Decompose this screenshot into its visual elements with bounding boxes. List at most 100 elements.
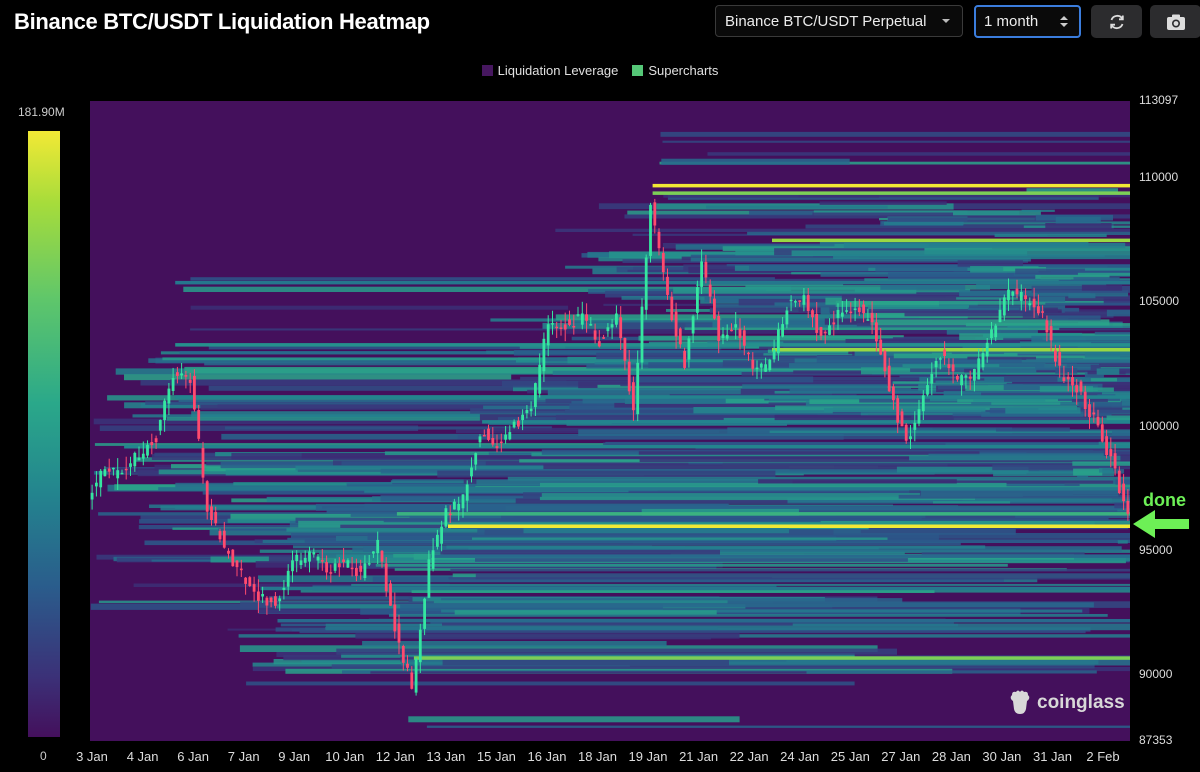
price-candle (623, 337, 627, 371)
price-candle (491, 427, 495, 447)
heatmap-band (854, 289, 971, 293)
heatmap-band (1117, 509, 1128, 512)
price-candle (1100, 416, 1104, 443)
heatmap-band (1047, 315, 1101, 321)
price-candle (167, 383, 171, 415)
price-candle (1079, 379, 1083, 396)
price-candle (777, 322, 780, 361)
price-candle (730, 323, 733, 332)
price-candle (683, 347, 686, 370)
price-candle (201, 441, 205, 484)
x-tick-label: 21 Jan (679, 749, 719, 764)
price-candle (1007, 278, 1010, 311)
range-select[interactable]: 1 month (974, 5, 1081, 38)
price-candle (150, 433, 154, 455)
heatmap-band (639, 456, 1130, 462)
price-candle (909, 425, 912, 449)
x-tick-label: 13 Jan (426, 749, 466, 764)
price-candle (649, 202, 652, 263)
heatmap-band (93, 418, 772, 425)
price-candle (197, 404, 201, 442)
price-candle (218, 528, 222, 543)
price-candle (137, 446, 141, 461)
price-candle (342, 548, 345, 568)
price-candle (947, 358, 951, 375)
heatmap-band (982, 367, 1037, 374)
price-candle (538, 353, 542, 398)
price-candle (828, 318, 831, 336)
heatmap-band (791, 250, 1028, 256)
price-candle (350, 557, 354, 577)
price-candle (653, 198, 657, 234)
price-candle (602, 334, 605, 339)
legend-item-supercharts[interactable]: Supercharts (632, 63, 718, 78)
refresh-button[interactable] (1091, 5, 1142, 38)
price-candle (870, 301, 874, 335)
heatmap-band (843, 242, 1126, 249)
heatmap-band (706, 205, 888, 209)
chart-legend: Liquidation Leverage Supercharts (0, 63, 1200, 78)
price-candle (1096, 409, 1100, 428)
price-candle (363, 555, 367, 581)
heatmap-band (1120, 454, 1130, 462)
price-candle (99, 469, 103, 497)
price-candle (112, 467, 115, 476)
price-candle (973, 368, 976, 392)
heatmap-band (992, 464, 1112, 471)
heatmap-band (543, 464, 1130, 470)
price-candle (431, 538, 435, 572)
screenshot-button[interactable] (1150, 5, 1200, 38)
heatmap-band (457, 434, 1130, 440)
price-candle (478, 434, 482, 448)
heatmap-band (1115, 479, 1130, 485)
heatmap-band (408, 716, 740, 723)
price-candle (691, 314, 695, 343)
heatmap-band (124, 374, 512, 381)
x-tick-label: 7 Jan (227, 749, 260, 764)
price-candle (738, 318, 742, 350)
price-candle (849, 302, 853, 323)
price-candle (921, 390, 925, 420)
liquidation-level (175, 280, 1130, 285)
legend-item-liquidation-leverage[interactable]: Liquidation Leverage (481, 63, 618, 78)
price-candle (917, 399, 921, 427)
heatmap-band (1122, 407, 1130, 410)
x-tick-label: 22 Jan (729, 749, 769, 764)
price-candle (171, 367, 175, 396)
liquidation-level (175, 343, 1130, 347)
pair-select[interactable]: Binance BTC/USDT Perpetual (715, 5, 963, 37)
price-candle (1126, 489, 1130, 521)
x-tick-label: 10 Jan (325, 749, 365, 764)
heatmap-band (888, 217, 1098, 223)
price-candle (359, 559, 363, 580)
heatmap-band (426, 725, 1130, 728)
price-candle (721, 327, 725, 345)
heatmap-band (468, 546, 879, 550)
price-candle (696, 280, 699, 320)
heatmap-band (833, 254, 1130, 260)
price-candle (346, 558, 350, 568)
x-tick-label: 16 Jan (527, 749, 567, 764)
price-candle (1083, 385, 1087, 417)
heatmap-band (892, 337, 976, 340)
price-candle (896, 395, 900, 434)
price-candle (606, 323, 610, 337)
heatmap-band (875, 266, 968, 272)
price-candle (956, 374, 959, 382)
heatmap-band (1045, 302, 1130, 306)
heatmap-band (437, 470, 776, 478)
heatmap-band (996, 427, 1070, 432)
heatmap-band (515, 498, 788, 504)
heatmap-band (547, 389, 832, 396)
price-candle (222, 521, 226, 549)
heatmap-band (745, 285, 990, 290)
heatmap-band (1051, 270, 1130, 274)
price-candle (406, 655, 409, 672)
heatmap-band (1099, 467, 1114, 473)
price-candle (815, 302, 819, 342)
price-candle (572, 314, 576, 335)
price-candle (674, 302, 678, 349)
heatmap-band (925, 515, 1016, 518)
x-tick-label: 28 Jan (931, 749, 971, 764)
